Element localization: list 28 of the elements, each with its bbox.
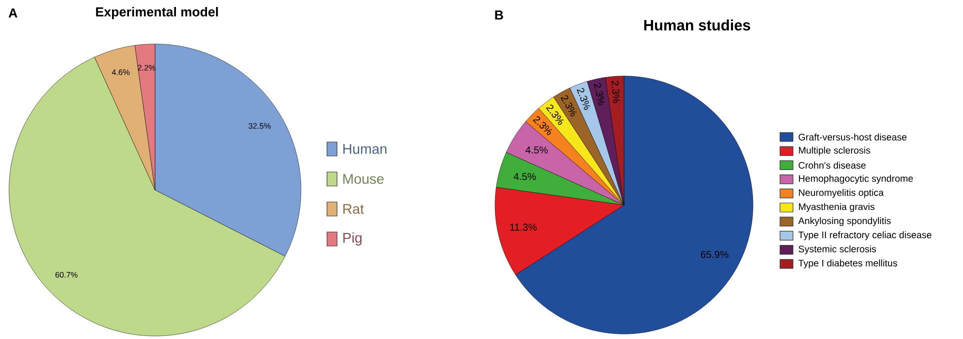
legend-label: Crohn's disease bbox=[798, 162, 866, 169]
text: A bbox=[8, 8, 18, 18]
legend-label: Myasthenia gravis bbox=[798, 203, 874, 212]
legend-label: Ankylosing spondylitis bbox=[798, 217, 891, 226]
legend-label: Type II refractory celiac disease bbox=[798, 231, 932, 240]
data-label: 11.3% bbox=[510, 224, 537, 231]
legend-label: Graft-versus-host disease bbox=[798, 134, 907, 140]
chart-title: Human studies bbox=[644, 19, 750, 30]
chart-title: Experimental model bbox=[96, 6, 218, 20]
data-label: 4.6% bbox=[112, 69, 130, 76]
legend-label: Human bbox=[343, 144, 386, 154]
legend-label: Type I diabetes mellitus bbox=[798, 259, 898, 268]
legend-label: Multiple sclerosis bbox=[798, 146, 870, 156]
data-label: 32.5% bbox=[248, 123, 271, 129]
data-label: 2.3% bbox=[612, 80, 620, 103]
legend-label: Hemophagocytic syndrome bbox=[798, 174, 913, 184]
data-label: 4.5% bbox=[514, 173, 536, 180]
legend-label: Systemic sclerosis bbox=[798, 245, 876, 254]
legend-label: Mouse bbox=[343, 174, 384, 184]
data-label: 2.3% bbox=[594, 83, 606, 106]
data-label: 2.3% bbox=[576, 88, 590, 110]
legend-label: Neuromyelitis optica bbox=[798, 188, 884, 198]
data-label: 65.9% bbox=[700, 250, 728, 258]
data-label: 60.7% bbox=[55, 272, 78, 278]
data-label: 4.5% bbox=[526, 146, 548, 154]
legend-label: Rat bbox=[343, 204, 364, 214]
legend-label: Pig bbox=[343, 232, 362, 246]
text: B bbox=[495, 10, 504, 20]
